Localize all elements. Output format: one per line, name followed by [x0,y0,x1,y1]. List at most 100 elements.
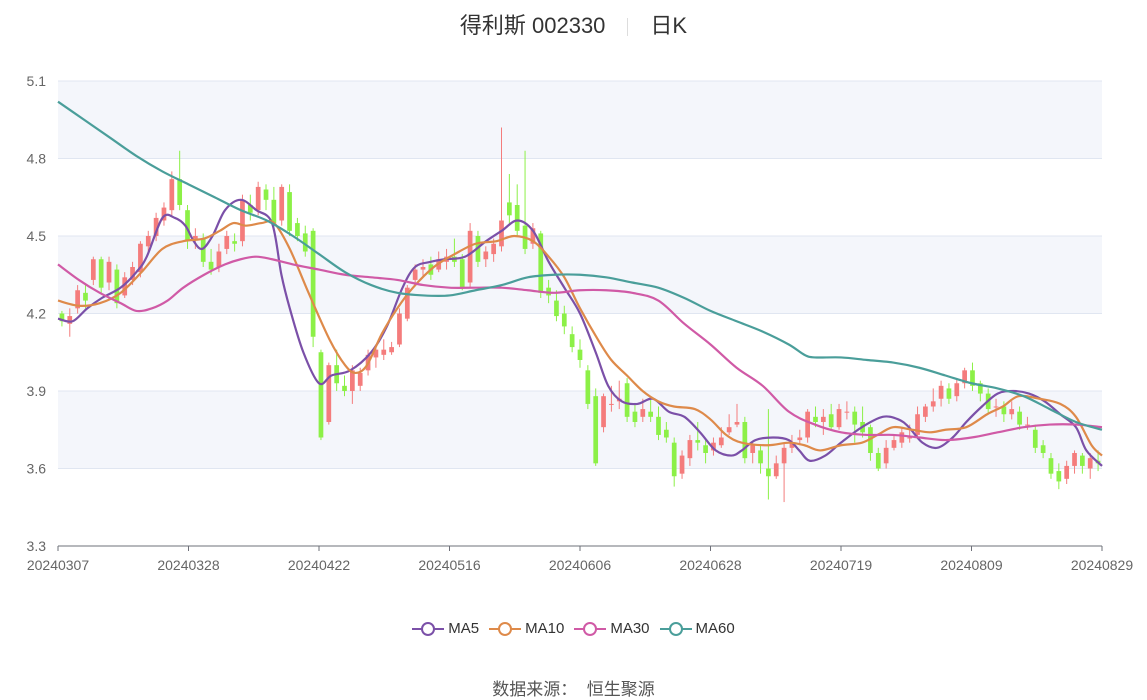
candle-body [75,290,80,309]
candle-body [514,205,520,231]
source-label: 数据来源： [492,680,578,699]
candle-body [1032,429,1038,448]
legend-label: MA5 [448,620,480,637]
source-value: 恒生聚源 [586,680,655,699]
candle-body [703,445,708,453]
candle-body [883,447,889,464]
chart-title: 得利斯 002330 日K [0,8,1147,40]
candle-body [1025,424,1030,426]
candle-body [750,445,756,453]
candle-body [836,409,842,428]
x-tick-label: 20240809 [940,557,1003,573]
candle-body [640,409,646,417]
legend-label: MA10 [525,620,565,637]
candle-body [813,416,818,422]
candle-body [671,442,677,477]
candle-body [247,205,253,213]
candle-body [758,450,763,464]
candle-body [83,292,88,301]
candle-body [1017,411,1022,425]
candle-body [711,442,716,451]
y-tick-label: 5.1 [27,73,47,89]
candle-body [1087,458,1093,469]
candle-body [820,416,826,422]
candle-body [193,236,198,239]
candle-body [569,334,575,348]
candle-body [828,414,834,428]
candle-body [530,228,536,244]
candle-body [663,429,669,438]
candle-body [773,463,779,477]
candle-body [805,411,810,438]
legend-marker-icon [574,621,607,636]
legend-label: MA60 [695,620,735,637]
plot-band [58,81,1102,159]
candle-body [970,370,975,386]
y-tick-label: 4.5 [27,228,47,244]
candle-body [954,383,960,397]
candle-body [59,313,65,322]
candle-body [844,411,850,413]
y-tick-label: 4.2 [27,306,47,322]
ma10-line [57,219,1103,457]
period-label: 日K [650,13,688,38]
candle-body [208,261,214,270]
title-divider [627,18,629,37]
candle-body [679,455,685,474]
x-tick-label: 20240719 [810,557,873,573]
legend-item-ma30[interactable]: MA30 [574,620,650,637]
ma60-line [57,100,1103,431]
candle-body [381,349,387,355]
candle-body [216,251,222,267]
candle-body [656,416,661,435]
candle-body [138,243,143,273]
candle-body [263,189,269,200]
legend-label: MA30 [610,620,650,637]
candle-body [373,349,379,358]
candle-body [145,236,151,247]
chart-legend[interactable]: MA5 MA10 MA30 MA60 [0,620,1147,641]
legend-item-ma60[interactable]: MA60 [659,620,735,637]
x-tick-label: 20240829 [1071,557,1134,573]
ma30-line [57,255,1103,442]
stock-name: 得利斯 002330 [459,13,606,38]
candle-body [1072,453,1077,466]
candle-body [255,186,261,211]
candle-body [200,238,206,262]
candle-body [279,186,285,221]
candle-body [1056,471,1062,482]
candle-body [946,388,952,399]
candle-body [561,313,567,327]
x-tick-label: 20240516 [418,557,481,573]
candle-body [687,440,693,459]
candle-body [420,267,426,270]
candle-body [350,370,355,391]
candle-body [538,233,544,293]
x-tick-label: 20240422 [288,557,351,573]
candle-body [483,251,489,260]
candle-body [593,396,599,464]
candle-body [310,230,316,337]
candle-body [875,453,881,469]
legend-marker-icon [659,621,692,636]
candle-body [397,313,402,345]
candle-body [232,241,237,244]
candle-body [240,199,245,242]
candle-body [609,403,614,405]
candle-body [577,349,583,360]
candle-body [930,401,936,407]
candle-body [185,210,190,242]
x-tick-label: 20240307 [27,557,90,573]
legend-item-ma10[interactable]: MA10 [489,620,564,637]
legend-item-ma5[interactable]: MA5 [412,620,479,637]
candle-body [318,352,324,438]
x-tick-label: 20240628 [679,557,742,573]
candle-body [766,468,771,477]
candle-body [506,202,512,216]
candle-body [326,365,332,422]
x-tick-label: 20240606 [549,557,612,573]
candle-body [891,440,897,448]
candle-body [632,411,638,422]
candle-body [224,236,230,249]
candle-body [734,422,740,425]
